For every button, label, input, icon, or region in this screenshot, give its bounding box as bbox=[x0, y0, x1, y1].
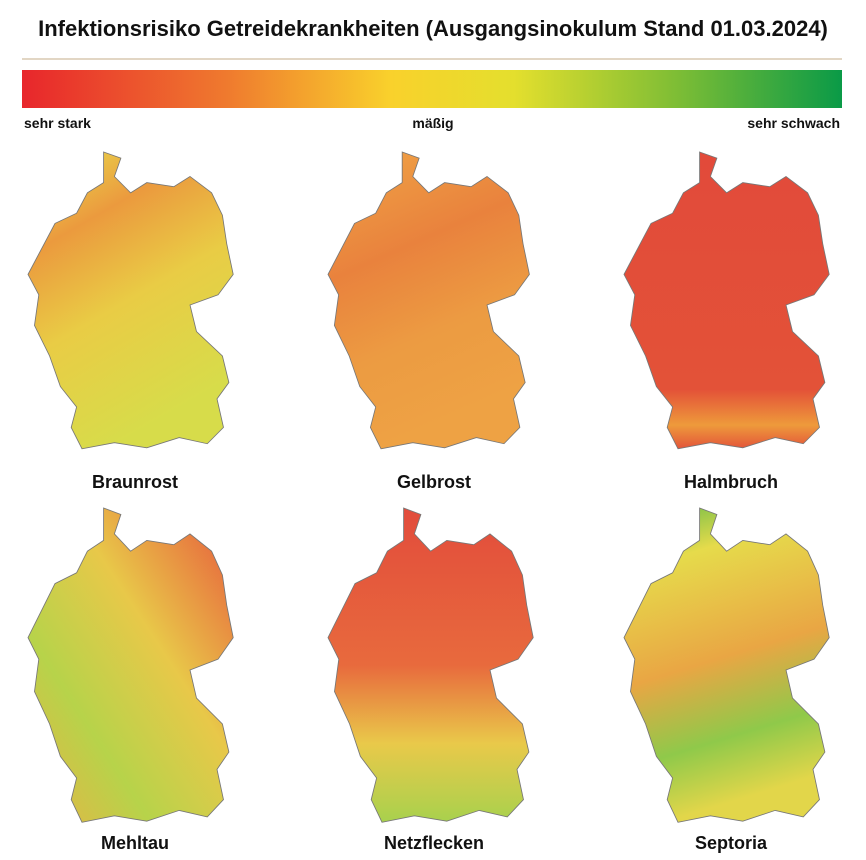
map bbox=[327, 507, 534, 823]
map bbox=[623, 507, 830, 823]
map-panel: Septoria bbox=[623, 507, 830, 853]
title: Infektionsrisiko Getreidekrankheiten (Au… bbox=[38, 16, 828, 41]
map bbox=[27, 507, 234, 823]
map-name: Gelbrost bbox=[397, 472, 471, 492]
map-name: Netzflecken bbox=[384, 833, 484, 853]
map-name: Braunrost bbox=[92, 472, 178, 492]
map-panel: Netzflecken bbox=[327, 507, 534, 853]
map-panel: Mehltau bbox=[27, 507, 234, 853]
legend-label: sehr stark bbox=[24, 115, 91, 131]
map bbox=[623, 151, 830, 450]
map-name: Septoria bbox=[695, 833, 768, 853]
map bbox=[327, 151, 530, 450]
legend-label: sehr schwach bbox=[747, 115, 840, 131]
map bbox=[27, 151, 234, 450]
color-scale bbox=[22, 70, 842, 108]
map-name: Mehltau bbox=[101, 833, 169, 853]
map-panel: Braunrost bbox=[27, 151, 234, 492]
map-panel: Halmbruch bbox=[623, 151, 830, 492]
map-panel: Gelbrost bbox=[327, 151, 530, 492]
legend-label: mäßig bbox=[412, 115, 453, 131]
map-name: Halmbruch bbox=[684, 472, 778, 492]
